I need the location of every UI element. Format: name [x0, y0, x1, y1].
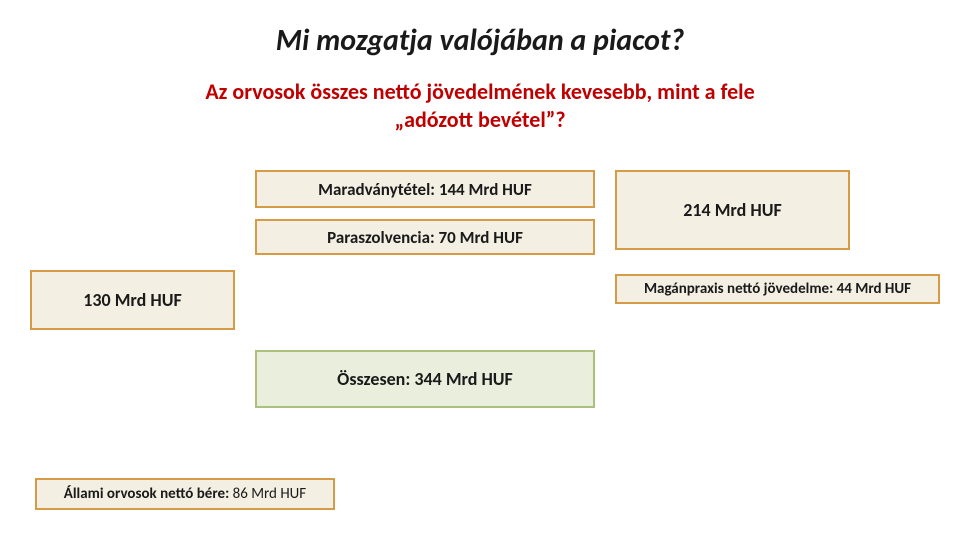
slide-title: Mi mozgatja valójában a piacot? [0, 22, 960, 59]
box-130: 130 Mrd HUF [30, 270, 235, 330]
allami-label: Állami orvosok nettó bére: [64, 485, 233, 503]
subtitle-line1: Az orvosok összes nettó jövedelmének kev… [205, 78, 754, 105]
subtitle-line2: „adózott bevétel”? [394, 106, 565, 133]
box-paraszolvencia: Paraszolvencia: 70 Mrd HUF [255, 219, 595, 255]
box-214: 214 Mrd HUF [615, 170, 850, 250]
allami-value: 86 Mrd HUF [233, 485, 307, 503]
slide-subtitle: Az orvosok összes nettó jövedelmének kev… [0, 78, 960, 133]
box-osszesen: Összesen: 344 Mrd HUF [255, 350, 595, 408]
box-allami-orvosok: Állami orvosok nettó bére: 86 Mrd HUF [35, 478, 335, 510]
box-maganpraxis: Magánpraxis nettó jövedelme: 44 Mrd HUF [615, 274, 940, 304]
box-maradvanytétel: Maradványtétel: 144 Mrd HUF [255, 170, 595, 208]
